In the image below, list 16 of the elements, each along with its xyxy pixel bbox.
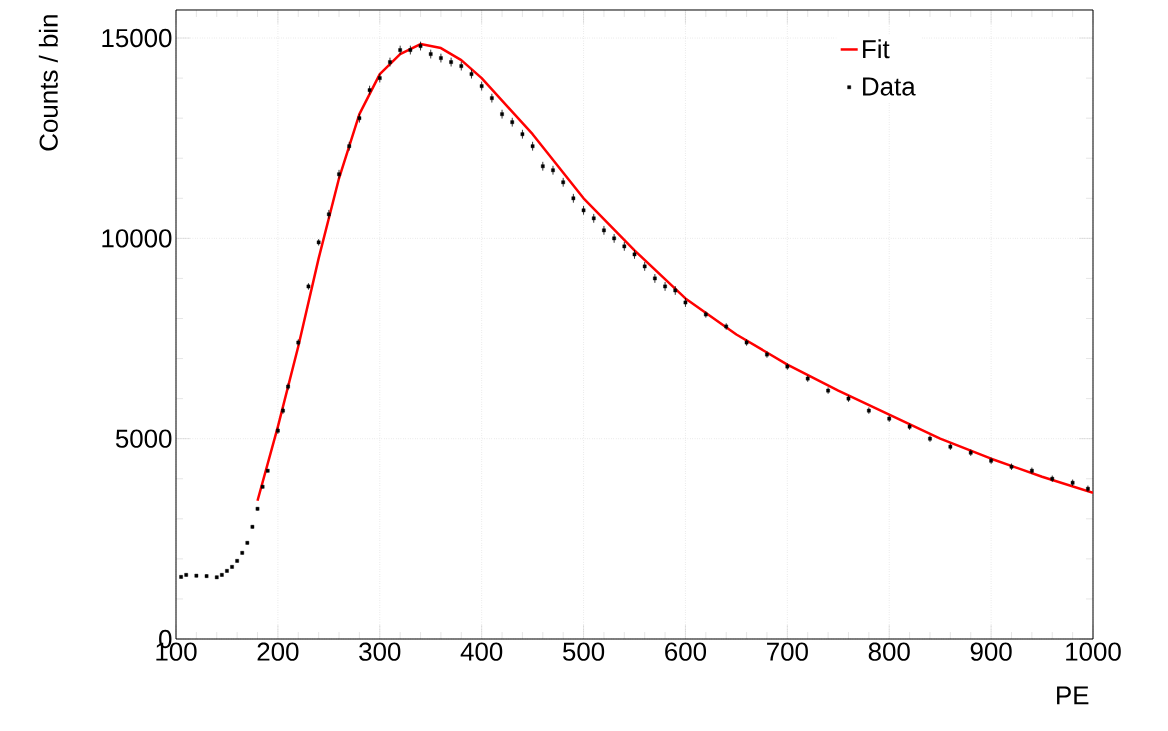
x-tick-label: 400 — [460, 642, 503, 661]
x-tick-label: 600 — [665, 642, 707, 661]
x-tick-label: 300 — [359, 642, 401, 661]
x-tick-label: 700 — [767, 642, 808, 661]
y-axis-title: Counts / bin — [38, 15, 58, 151]
x-tick-label: 1000 — [1066, 642, 1121, 661]
y-tick-label: 10000 — [102, 229, 172, 248]
y-tick-label: 5000 — [115, 429, 172, 448]
y-tick-label: 15000 — [102, 28, 172, 48]
legend-label: Data — [863, 77, 916, 96]
x-tick-label: 800 — [868, 642, 910, 661]
x-tick-label: 500 — [562, 642, 605, 661]
x-tick-label: 900 — [970, 642, 1012, 661]
x-axis-title: PE — [1057, 686, 1089, 705]
x-tick-label: 200 — [257, 642, 299, 661]
legend-label: Fit — [863, 39, 890, 59]
